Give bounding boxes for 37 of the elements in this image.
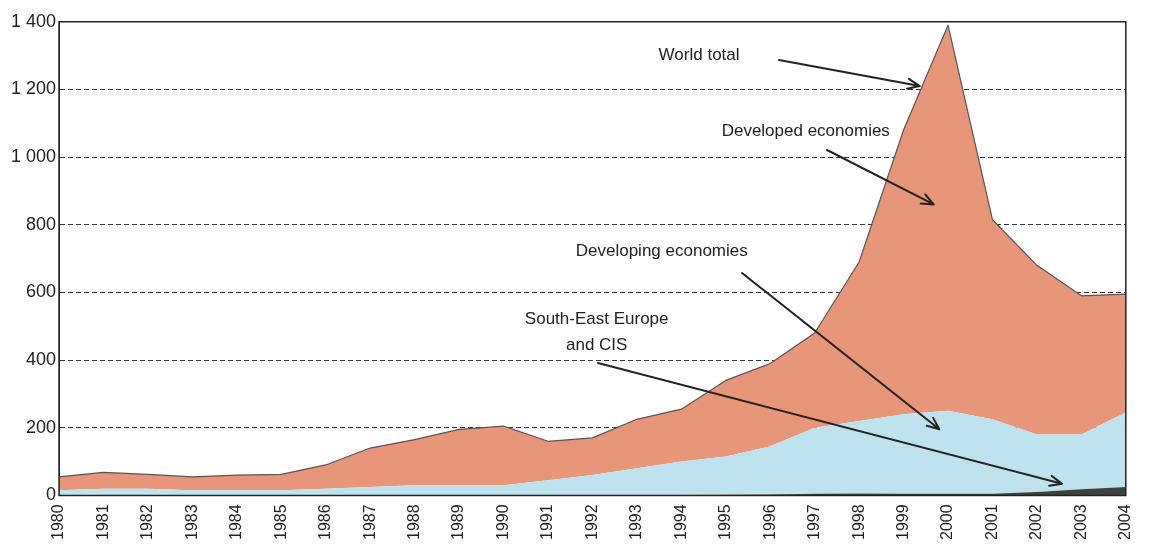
text: Developing economies (575, 240, 748, 263)
x-tick-label: 1980 (49, 504, 67, 540)
y-tick-label: 800 (26, 213, 57, 234)
x-tick-label: 1997 (805, 504, 823, 540)
x-tick-label: 1992 (582, 504, 600, 540)
x-tick-label: 1988 (405, 504, 423, 540)
x-tick-label: 1987 (360, 504, 378, 540)
y-tick-label: 1 000 (11, 146, 57, 167)
y-tick-label: 600 (26, 281, 57, 302)
y-tick-label: 1 400 (11, 10, 57, 31)
x-tick-label: 2001 (982, 504, 1000, 540)
x-tick-label: 1994 (671, 504, 689, 540)
x-tick-label: 2000 (938, 504, 956, 540)
x-tick-label: 1999 (893, 504, 911, 540)
x-tick-label: 1989 (449, 504, 467, 540)
x-tick-label: 1990 (493, 504, 511, 540)
x-tick-label: 1985 (271, 504, 289, 540)
x-tick-label: 2003 (1071, 504, 1089, 540)
annotation: World total (658, 44, 740, 65)
x-tick-label: 1983 (182, 504, 200, 540)
x-tick-label: 1984 (227, 504, 245, 540)
x-tick-label: 1986 (316, 504, 334, 540)
x-tick-label: 2002 (1027, 504, 1045, 540)
x-tick-label: 1995 (716, 504, 734, 540)
x-tick-label: 1996 (760, 504, 778, 540)
series-label: Developed economies (721, 119, 890, 142)
x-tick-label: 1982 (138, 504, 156, 540)
y-tick-label: 400 (26, 349, 57, 370)
x-tick-label: 1991 (538, 504, 556, 540)
y-tick-label: 200 (26, 416, 57, 437)
x-tick-label: 2004 (1116, 504, 1134, 540)
y-tick-label: 0 (46, 484, 57, 505)
text: South-East Europe and CIS (523, 308, 670, 356)
x-tick-label: 1998 (849, 504, 867, 540)
x-tick-label: 1993 (627, 504, 645, 540)
y-tick-label: 1 200 (11, 78, 57, 99)
x-tick-label: 1981 (93, 504, 111, 540)
